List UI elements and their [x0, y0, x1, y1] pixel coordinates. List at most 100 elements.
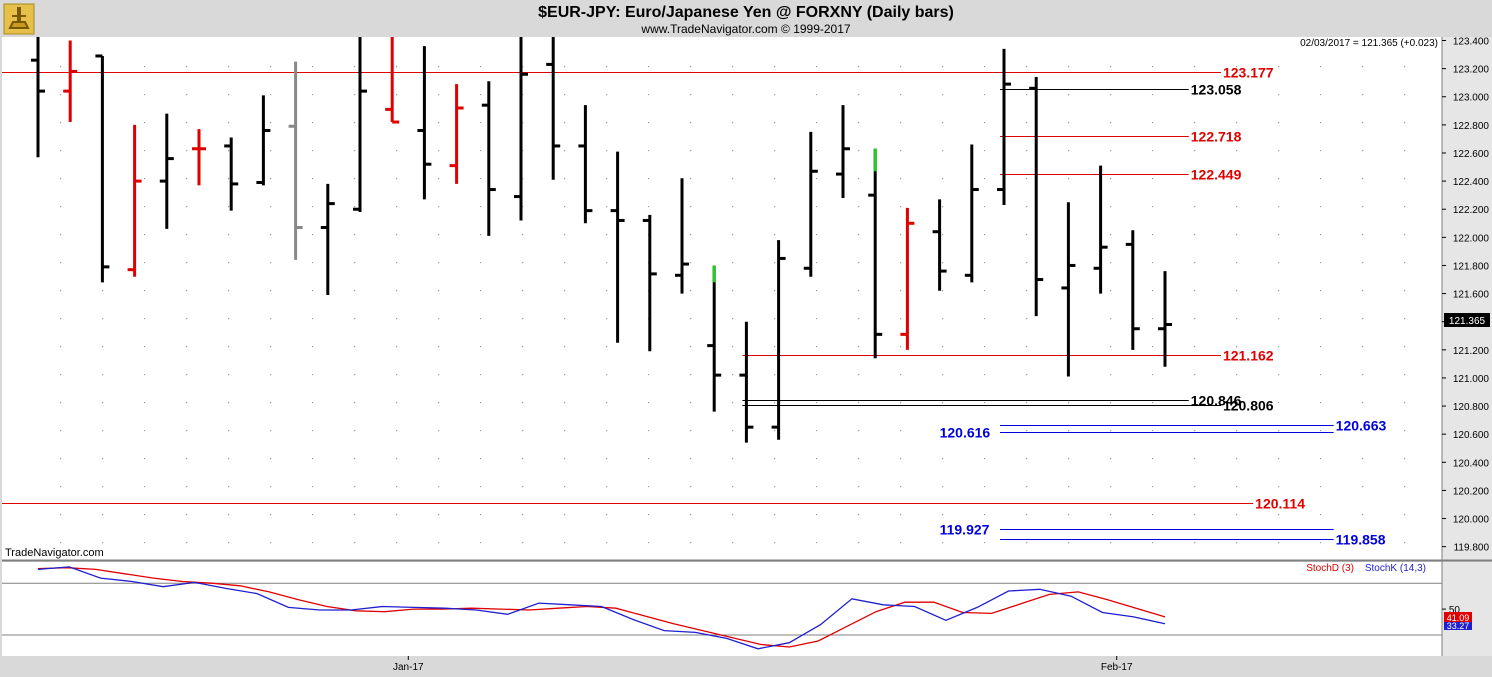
grid-dot: [816, 122, 818, 124]
grid-dot: [1110, 346, 1112, 348]
grid-dot: [690, 66, 692, 68]
grid-dot: [1152, 542, 1154, 544]
grid-dot: [522, 122, 524, 124]
grid-dot: [396, 318, 398, 320]
level-label: 122.718: [1191, 129, 1242, 145]
grid-dot: [1110, 178, 1112, 180]
grid-dot: [1152, 318, 1154, 320]
grid-dot: [1320, 234, 1322, 236]
grid-dot: [1026, 486, 1028, 488]
grid-dot: [1152, 150, 1154, 152]
grid-dot: [480, 178, 482, 180]
grid-dot: [774, 178, 776, 180]
grid-dot: [144, 94, 146, 96]
grid-dot: [144, 458, 146, 460]
grid-dot: [438, 430, 440, 432]
grid-dot: [1236, 122, 1238, 124]
grid-dot: [186, 178, 188, 180]
grid-dot: [102, 430, 104, 432]
grid-dot: [774, 430, 776, 432]
grid-dot: [732, 542, 734, 544]
grid-dot: [1278, 206, 1280, 208]
grid-dot: [228, 94, 230, 96]
grid-dot: [1320, 94, 1322, 96]
grid-dot: [858, 430, 860, 432]
grid-dot: [690, 430, 692, 432]
grid-dot: [270, 94, 272, 96]
y-tick-label: 121.600: [1453, 290, 1490, 301]
y-tick-label: 120.600: [1453, 430, 1490, 441]
grid-dot: [648, 402, 650, 404]
grid-dot: [480, 458, 482, 460]
grid-dot: [648, 206, 650, 208]
grid-dot: [984, 346, 986, 348]
grid-dot: [1404, 178, 1406, 180]
grid-dot: [1026, 290, 1028, 292]
grid-dot: [438, 458, 440, 460]
grid-dot: [186, 486, 188, 488]
grid-dot: [60, 458, 62, 460]
grid-dot: [60, 66, 62, 68]
chart-title: $EUR-JPY: Euro/Japanese Yen @ FORXNY (Da…: [538, 4, 954, 21]
grid-dot: [186, 542, 188, 544]
grid-dot: [228, 374, 230, 376]
grid-dot: [564, 150, 566, 152]
grid-dot: [354, 458, 356, 460]
grid-dot: [480, 290, 482, 292]
grid-dot: [312, 318, 314, 320]
grid-dot: [984, 318, 986, 320]
grid-dot: [1110, 262, 1112, 264]
grid-dot: [606, 122, 608, 124]
grid-dot: [984, 486, 986, 488]
grid-dot: [1236, 514, 1238, 516]
grid-dot: [480, 206, 482, 208]
grid-dot: [1278, 374, 1280, 376]
grid-dot: [522, 318, 524, 320]
grid-dot: [984, 542, 986, 544]
last-value-info: 02/03/2017 = 121.365 (+0.023): [1300, 38, 1438, 49]
grid-dot: [732, 458, 734, 460]
grid-dot: [480, 542, 482, 544]
grid-dot: [606, 66, 608, 68]
grid-dot: [102, 458, 104, 460]
grid-dot: [354, 318, 356, 320]
grid-dot: [522, 514, 524, 516]
grid-dot: [690, 94, 692, 96]
grid-dot: [1110, 234, 1112, 236]
grid-dot: [522, 262, 524, 264]
grid-dot: [354, 94, 356, 96]
grid-dot: [984, 66, 986, 68]
grid-dot: [1404, 150, 1406, 152]
grid-dot: [1194, 206, 1196, 208]
y-tick-label: 122.800: [1453, 121, 1490, 132]
grid-dot: [1026, 374, 1028, 376]
grid-dot: [1320, 318, 1322, 320]
grid-dot: [774, 122, 776, 124]
grid-dot: [1362, 206, 1364, 208]
grid-dot: [984, 262, 986, 264]
x-tick-label: Jan-17: [393, 662, 424, 673]
stochastic-axis-panel: [1442, 562, 1492, 656]
grid-dot: [732, 514, 734, 516]
grid-dot: [648, 94, 650, 96]
grid-dot: [900, 66, 902, 68]
grid-dot: [1236, 542, 1238, 544]
grid-dot: [900, 94, 902, 96]
grid-dot: [732, 66, 734, 68]
grid-dot: [858, 486, 860, 488]
grid-dot: [732, 206, 734, 208]
grid-dot: [1194, 178, 1196, 180]
grid-dot: [312, 234, 314, 236]
grid-dot: [564, 206, 566, 208]
grid-dot: [1068, 514, 1070, 516]
grid-dot: [606, 178, 608, 180]
grid-dot: [1068, 178, 1070, 180]
grid-dot: [858, 542, 860, 544]
stoch-k-last: 33.27: [1447, 621, 1470, 631]
grid-dot: [1362, 542, 1364, 544]
y-tick-label: 120.400: [1453, 458, 1490, 469]
grid-dot: [606, 374, 608, 376]
grid-dot: [1026, 122, 1028, 124]
grid-dot: [312, 66, 314, 68]
grid-dot: [942, 66, 944, 68]
